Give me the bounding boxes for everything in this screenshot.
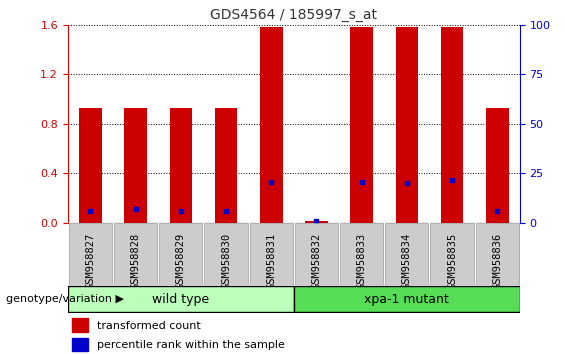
Bar bbox=[79, 108, 102, 223]
Bar bbox=[72, 338, 88, 351]
FancyBboxPatch shape bbox=[476, 223, 519, 285]
FancyBboxPatch shape bbox=[385, 223, 428, 285]
Bar bbox=[260, 27, 282, 223]
Text: GSM958833: GSM958833 bbox=[357, 232, 367, 289]
FancyBboxPatch shape bbox=[294, 286, 520, 312]
FancyBboxPatch shape bbox=[250, 223, 293, 285]
FancyBboxPatch shape bbox=[205, 223, 247, 285]
Bar bbox=[124, 108, 147, 223]
Text: GSM958836: GSM958836 bbox=[492, 232, 502, 289]
Text: GSM958828: GSM958828 bbox=[131, 232, 141, 289]
FancyBboxPatch shape bbox=[295, 223, 338, 285]
Text: percentile rank within the sample: percentile rank within the sample bbox=[97, 341, 285, 350]
Text: wild type: wild type bbox=[152, 293, 210, 306]
Bar bbox=[486, 108, 508, 223]
Title: GDS4564 / 185997_s_at: GDS4564 / 185997_s_at bbox=[210, 8, 377, 22]
FancyBboxPatch shape bbox=[431, 223, 473, 285]
Bar bbox=[305, 221, 328, 223]
Bar bbox=[396, 27, 418, 223]
Bar bbox=[441, 27, 463, 223]
Text: transformed count: transformed count bbox=[97, 321, 201, 331]
Bar bbox=[72, 318, 88, 332]
Text: GSM958831: GSM958831 bbox=[266, 232, 276, 289]
Text: genotype/variation ▶: genotype/variation ▶ bbox=[6, 294, 124, 304]
FancyBboxPatch shape bbox=[69, 223, 112, 285]
FancyBboxPatch shape bbox=[340, 223, 383, 285]
Text: xpa-1 mutant: xpa-1 mutant bbox=[364, 293, 449, 306]
Text: GSM958829: GSM958829 bbox=[176, 232, 186, 289]
Text: GSM958834: GSM958834 bbox=[402, 232, 412, 289]
FancyBboxPatch shape bbox=[68, 286, 294, 312]
Bar bbox=[350, 27, 373, 223]
Bar bbox=[170, 108, 192, 223]
Text: GSM958827: GSM958827 bbox=[85, 232, 95, 289]
FancyBboxPatch shape bbox=[114, 223, 157, 285]
FancyBboxPatch shape bbox=[159, 223, 202, 285]
Bar bbox=[215, 108, 237, 223]
Text: GSM958835: GSM958835 bbox=[447, 232, 457, 289]
Text: GSM958832: GSM958832 bbox=[311, 232, 321, 289]
Text: GSM958830: GSM958830 bbox=[221, 232, 231, 289]
